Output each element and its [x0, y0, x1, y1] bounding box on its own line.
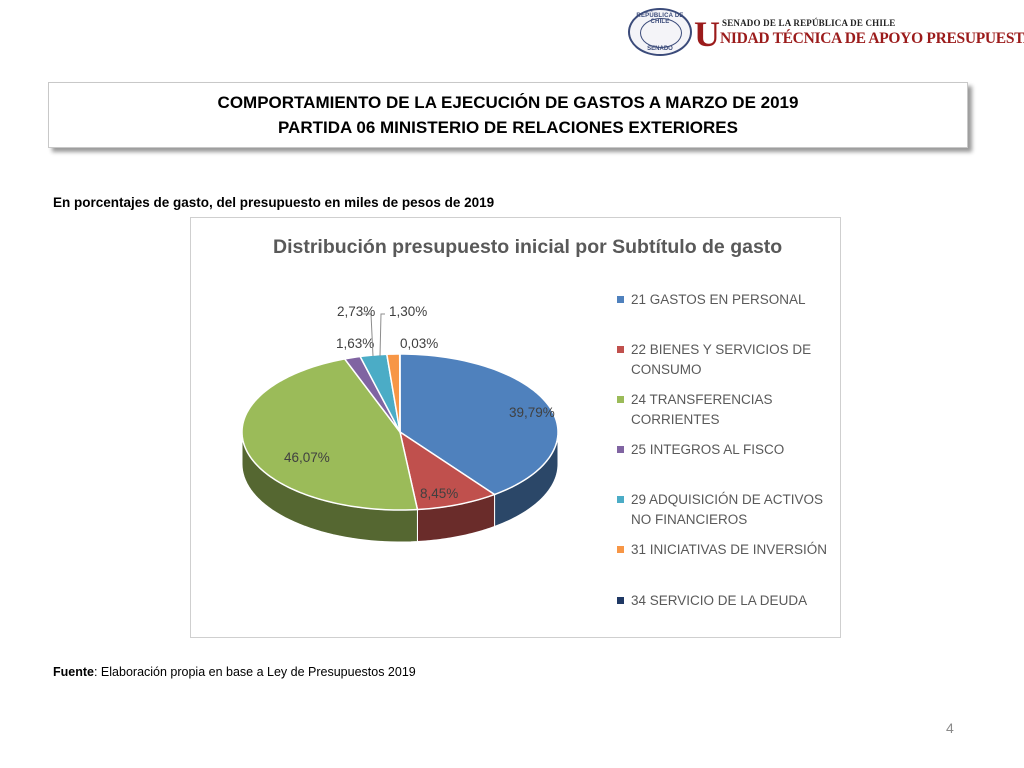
chart-area: Distribución presupuesto inicial por Sub… — [190, 217, 841, 638]
legend-swatch — [617, 446, 624, 453]
logo: REPÚBLICA DE CHILE SENADO U SENADO DE LA… — [628, 8, 1024, 58]
source-note: Fuente: Elaboración propia en base a Ley… — [53, 665, 416, 679]
legend-label: 24 TRANSFERENCIAS CORRIENTES — [631, 392, 773, 427]
chart-title: Distribución presupuesto inicial por Sub… — [273, 236, 783, 258]
legend-swatch — [617, 346, 624, 353]
pie-slice-2 — [398, 430, 497, 511]
legend-label: 22 BIENES Y SERVICIOS DE CONSUMO — [631, 342, 812, 377]
logo-institution: SENADO DE LA REPÚBLICA DE CHILE — [722, 18, 896, 28]
pie-slice-3 — [241, 358, 419, 511]
seal-bottom-text: SENADO — [647, 46, 673, 52]
legend-label: 25 INTEGROS AL FISCO — [631, 442, 785, 457]
senado-seal-icon: REPÚBLICA DE CHILE SENADO — [628, 8, 692, 56]
legend-swatch — [617, 546, 624, 553]
data-label-1: 39,79% — [509, 405, 555, 420]
legend-label: 34 SERVICIO DE LA DEUDA — [631, 593, 808, 608]
data-label-5: 2,73% — [337, 304, 375, 319]
legend-swatch — [617, 296, 624, 303]
legend-label: 29 ADQUISICIÓN DE ACTIVOS NO FINANCIEROS — [631, 492, 824, 527]
chart-caption: En porcentajes de gasto, del presupuesto… — [53, 195, 495, 210]
logo-unit-name: NIDAD TÉCNICA DE APOYO PRESUPUESTARIO — [720, 30, 1024, 47]
source-text: : Elaboración propia en base a Ley de Pr… — [93, 665, 416, 679]
page-title: COMPORTAMIENTO DE LA EJECUCIÓN DE GASTOS… — [217, 93, 799, 112]
source-label: Fuente — [53, 665, 94, 679]
leader-line-6 — [379, 313, 385, 357]
legend-swatch — [617, 597, 624, 604]
leader-line-5 — [363, 313, 374, 357]
page-number: 4 — [946, 720, 954, 736]
legend-swatch — [617, 396, 624, 403]
pie-slice-1 — [399, 353, 559, 496]
pie-chart: 39,79% 8,45% 46,07% 1,63% 2,73% 1,30% 0,03% — [241, 304, 559, 543]
data-label-4: 1,63% — [336, 336, 374, 351]
legend-label: 31 INICIATIVAS DE INVERSIÓN — [631, 542, 828, 557]
legend-swatch — [617, 496, 624, 503]
logo-initial: U — [694, 14, 720, 54]
data-label-6: 1,30% — [389, 304, 427, 319]
data-label-2: 8,45% — [420, 486, 458, 501]
page-subtitle: PARTIDA 06 MINISTERIO DE RELACIONES EXTE… — [277, 118, 738, 137]
title-box: COMPORTAMIENTO DE LA EJECUCIÓN DE GASTOS… — [48, 82, 968, 148]
data-label-3: 46,07% — [284, 450, 330, 465]
data-label-7: 0,03% — [400, 336, 438, 351]
legend-label: 21 GASTOS EN PERSONAL — [631, 292, 806, 307]
